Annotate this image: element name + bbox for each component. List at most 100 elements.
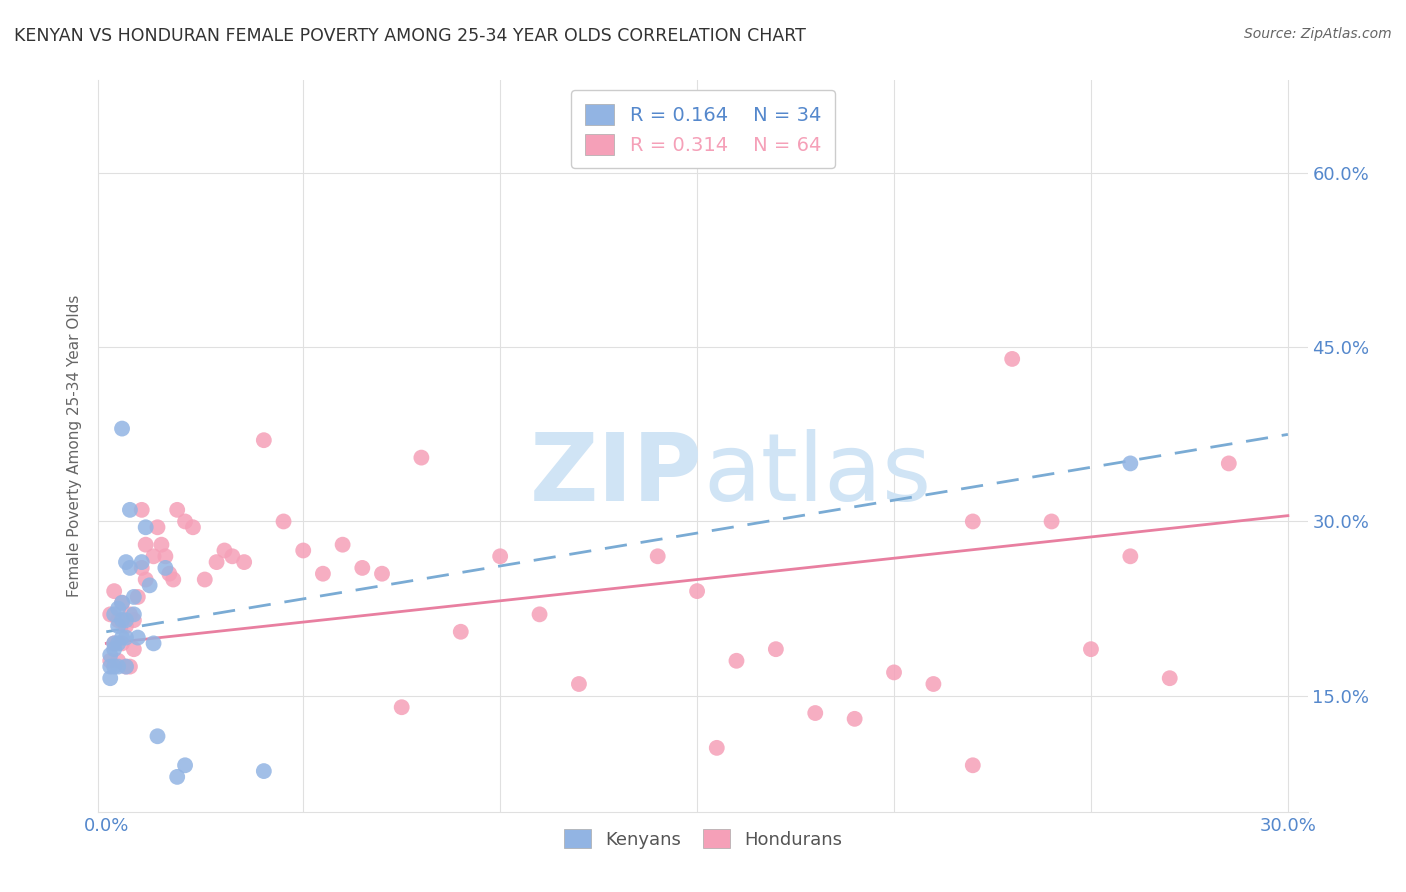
Point: [391, 700, 413, 714]
Point: [706, 740, 728, 755]
Point: [411, 450, 433, 465]
Legend: Kenyans, Hondurans: Kenyans, Hondurans: [555, 820, 851, 857]
Point: [103, 642, 125, 657]
Point: [122, 642, 145, 657]
Point: [205, 555, 228, 569]
Point: [111, 596, 134, 610]
Point: [103, 636, 125, 650]
Point: [111, 631, 134, 645]
Point: [107, 613, 129, 627]
Point: [194, 573, 217, 587]
Point: [131, 561, 153, 575]
Point: [150, 538, 173, 552]
Point: [98, 654, 121, 668]
Point: [352, 561, 374, 575]
Point: [115, 613, 138, 627]
Point: [115, 659, 138, 673]
Point: [131, 503, 153, 517]
Point: [122, 613, 145, 627]
Text: atlas: atlas: [703, 429, 931, 521]
Point: [273, 515, 295, 529]
Point: [135, 520, 157, 534]
Point: [233, 555, 256, 569]
Point: [174, 515, 197, 529]
Point: [98, 607, 121, 622]
Point: [765, 642, 787, 657]
Point: [1119, 457, 1142, 471]
Point: [142, 549, 165, 564]
Point: [98, 671, 121, 685]
Point: [107, 654, 129, 668]
Point: [529, 607, 551, 622]
Point: [115, 659, 138, 673]
Point: [157, 566, 180, 581]
Point: [1001, 351, 1024, 366]
Point: [166, 503, 188, 517]
Point: [111, 596, 134, 610]
Point: [922, 677, 945, 691]
Point: [107, 601, 129, 615]
Text: KENYAN VS HONDURAN FEMALE POVERTY AMONG 25-34 YEAR OLDS CORRELATION CHART: KENYAN VS HONDURAN FEMALE POVERTY AMONG …: [14, 27, 806, 45]
Point: [1040, 515, 1063, 529]
Point: [107, 636, 129, 650]
Point: [253, 433, 276, 447]
Point: [804, 706, 827, 720]
Point: [1080, 642, 1102, 657]
Point: [844, 712, 866, 726]
Point: [221, 549, 243, 564]
Point: [1218, 457, 1240, 471]
Point: [214, 543, 236, 558]
Point: [107, 659, 129, 673]
Point: [146, 729, 169, 743]
Point: [181, 520, 204, 534]
Point: [103, 607, 125, 622]
Point: [115, 619, 138, 633]
Text: ZIP: ZIP: [530, 429, 703, 521]
Point: [127, 631, 149, 645]
Point: [135, 538, 157, 552]
Point: [118, 607, 141, 622]
Point: [135, 573, 157, 587]
Point: [115, 631, 138, 645]
Point: [647, 549, 669, 564]
Point: [142, 636, 165, 650]
Point: [103, 584, 125, 599]
Point: [162, 573, 184, 587]
Point: [131, 555, 153, 569]
Point: [1159, 671, 1181, 685]
Text: Source: ZipAtlas.com: Source: ZipAtlas.com: [1244, 27, 1392, 41]
Point: [371, 566, 394, 581]
Point: [174, 758, 197, 772]
Point: [103, 659, 125, 673]
Point: [155, 561, 177, 575]
Point: [686, 584, 709, 599]
Point: [489, 549, 512, 564]
Point: [122, 590, 145, 604]
Point: [883, 665, 905, 680]
Point: [118, 503, 141, 517]
Point: [146, 520, 169, 534]
Point: [155, 549, 177, 564]
Point: [312, 566, 335, 581]
Point: [166, 770, 188, 784]
Point: [118, 659, 141, 673]
Point: [127, 590, 149, 604]
Y-axis label: Female Poverty Among 25-34 Year Olds: Female Poverty Among 25-34 Year Olds: [67, 295, 83, 597]
Point: [98, 648, 121, 662]
Point: [253, 764, 276, 778]
Point: [568, 677, 591, 691]
Point: [138, 578, 160, 592]
Point: [122, 607, 145, 622]
Point: [115, 555, 138, 569]
Point: [111, 613, 134, 627]
Point: [111, 636, 134, 650]
Point: [962, 758, 984, 772]
Point: [107, 619, 129, 633]
Point: [111, 421, 134, 435]
Point: [725, 654, 748, 668]
Point: [103, 636, 125, 650]
Point: [1119, 549, 1142, 564]
Point: [292, 543, 315, 558]
Point: [450, 624, 472, 639]
Point: [98, 659, 121, 673]
